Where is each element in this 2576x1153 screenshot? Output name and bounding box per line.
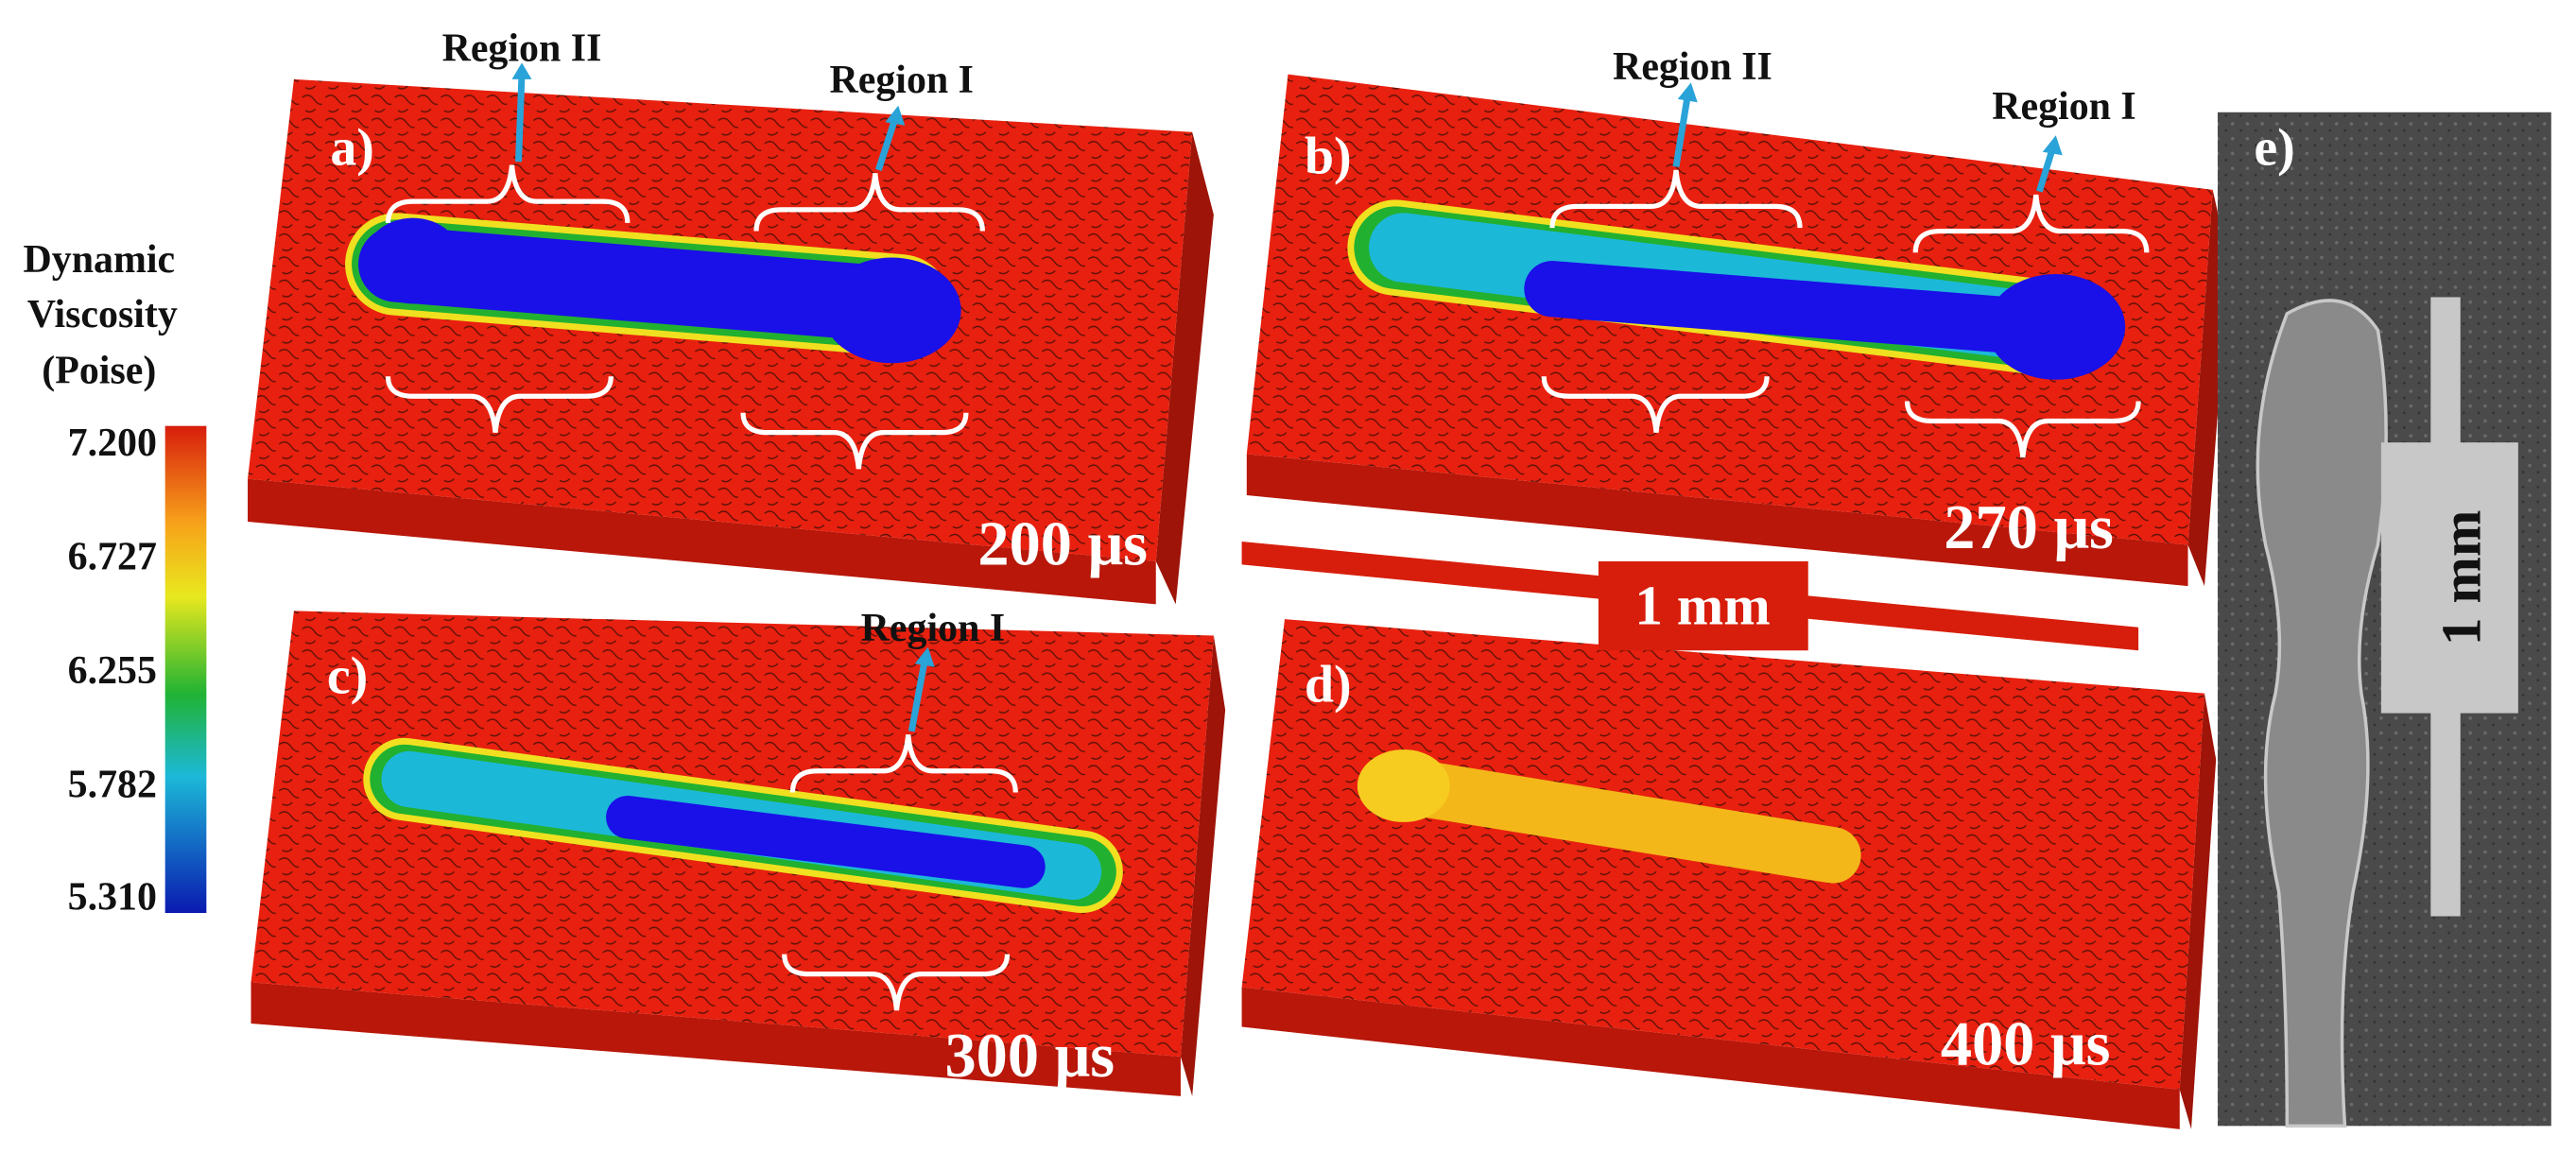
region-label: Region I bbox=[1992, 85, 2136, 129]
panel-b bbox=[1246, 74, 2230, 587]
panel-d bbox=[1241, 619, 2217, 1129]
colorbar-tick: 5.782 bbox=[68, 764, 157, 807]
panel-label: e) bbox=[2254, 119, 2294, 178]
region-label: Region II bbox=[442, 27, 602, 71]
panel-c bbox=[251, 611, 1226, 1096]
colorbar-title: Viscosity bbox=[27, 293, 178, 336]
colorbar bbox=[164, 425, 207, 914]
arrows bbox=[511, 62, 2063, 732]
colorbar-tick: 5.310 bbox=[68, 876, 157, 920]
panel-label: c) bbox=[327, 647, 368, 706]
time-label: 200 μs bbox=[977, 509, 1148, 578]
panel-e: e) 1 mm bbox=[2217, 112, 2551, 1128]
region-label: Region I bbox=[829, 59, 974, 102]
time-label: 400 μs bbox=[1941, 1010, 2111, 1079]
time-label: 270 μs bbox=[1944, 493, 2114, 562]
region-label: Region I bbox=[861, 607, 1006, 650]
colorbar-tick: 6.727 bbox=[68, 536, 157, 579]
panel-label: b) bbox=[1305, 127, 1352, 185]
time-label: 300 μs bbox=[945, 1022, 1115, 1091]
region-label: Region II bbox=[1613, 45, 1772, 89]
colorbar-title: (Poise) bbox=[42, 349, 156, 392]
colorbar-tick: 7.200 bbox=[68, 422, 157, 465]
colorbar-tick: 6.255 bbox=[68, 649, 157, 693]
colorbar-title: Dynamic bbox=[23, 238, 175, 282]
scale-bar-label: 1 mm bbox=[1634, 574, 1770, 636]
scale-bar-label: 1 mm bbox=[2429, 510, 2492, 645]
braces bbox=[385, 164, 2150, 1011]
panel-label: d) bbox=[1305, 655, 1352, 714]
scale-bar: 1 mm bbox=[1241, 541, 2139, 651]
panel-label: a) bbox=[330, 119, 374, 178]
